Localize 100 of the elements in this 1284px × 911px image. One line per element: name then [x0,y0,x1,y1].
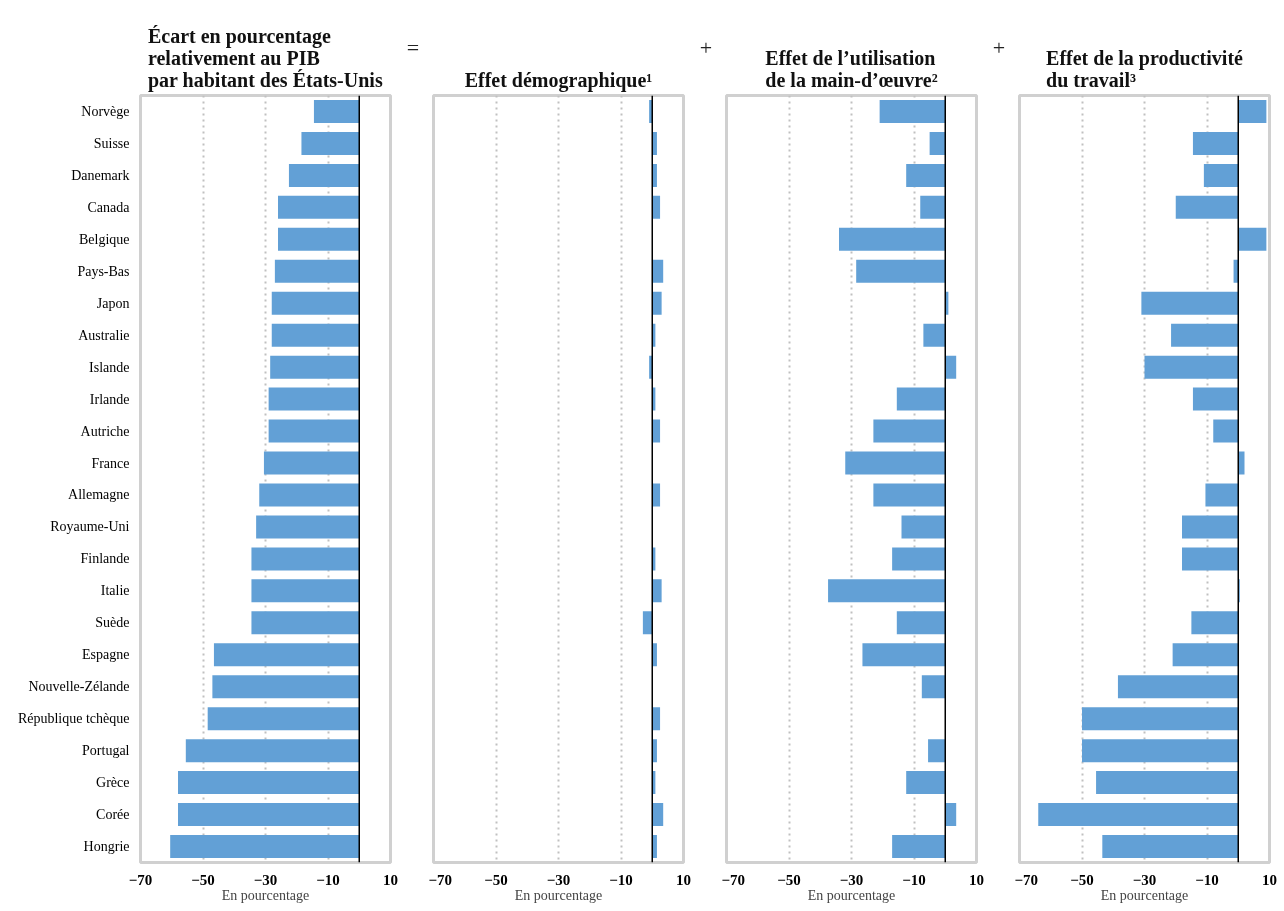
bar [945,355,957,379]
y-tick-label: Belgique [78,231,130,247]
x-tick-label: 10 [969,871,984,888]
y-tick-label: Allemagne [68,487,130,503]
y-tick-label: Canada [87,199,131,215]
bar [1192,131,1239,155]
x-tick-label: −30 [546,871,571,888]
chart-title: Effet de la productivité du travail³ [1046,46,1244,91]
bar [862,643,946,667]
y-tick-label: Grèce [96,775,130,791]
bar [642,611,653,635]
bar [873,419,946,443]
y-tick-label: Portugal [82,743,130,759]
x-tick-label: 10 [676,871,691,888]
x-tick-label: −70 [428,871,453,888]
x-tick-label: −10 [316,871,340,888]
bar [1038,803,1239,827]
bar [1117,675,1239,699]
bar [1203,163,1239,187]
x-tick-label: −70 [721,871,746,888]
x-tick-label: −10 [609,871,633,888]
bar [1191,611,1239,635]
bar [879,99,946,123]
bar [649,355,653,379]
bar [896,387,946,411]
bar [1205,483,1239,507]
y-tick-label: Suisse [93,135,130,151]
x-tick-label: −50 [484,871,508,888]
y-tick-label: Hongrie [83,839,130,855]
bar [1182,547,1239,571]
x-tick-label: −30 [1132,871,1157,888]
bar [923,323,946,347]
x-axis-title: En pourcentage [1100,887,1189,903]
text: + [992,34,1006,62]
bar [1144,355,1239,379]
bar [929,131,946,155]
bar [906,771,946,795]
x-tick-label: −70 [1014,871,1039,888]
bar [1082,739,1239,763]
bar [945,803,957,827]
y-tick-label: Suède [95,615,130,631]
bar [1192,387,1239,411]
chart-title: Écart en pourcentage relativement au PIB par habitant des États-Unis [147,24,383,92]
x-tick-label: −10 [902,871,926,888]
x-axis-title: En pourcentage [807,887,896,903]
bar [1172,643,1239,667]
bar [896,611,946,635]
bar [649,99,653,123]
chart-title: Effet de l’utilisation de la main-d’œuvre² [765,46,938,91]
y-tick-label: Norvège [81,103,130,119]
bar [856,259,946,283]
bar [839,227,946,251]
bar [873,483,946,507]
bar [928,739,946,763]
y-tick-label: Autriche [80,423,130,439]
bar [652,803,664,827]
y-tick-label: Islande [89,359,130,375]
bar [906,163,946,187]
x-tick-label: −30 [253,871,278,888]
bar [652,259,664,283]
y-tick-label: Irlande [89,391,130,407]
y-tick-label: Finlande [80,551,130,567]
bar [1096,771,1239,795]
text: + [699,34,713,62]
y-tick-label: Pays-Bas [77,263,130,279]
y-tick-label: Nouvelle-Zélande [28,679,130,695]
y-tick-label: France [91,455,130,471]
bar [652,579,662,603]
bar [845,451,946,475]
chart-title: Effet démographique¹ [464,68,653,92]
y-tick-label: Japon [96,295,130,311]
y-tick-label: République tchèque [17,711,130,727]
bar [1213,419,1239,443]
bar [1171,323,1239,347]
y-tick-label: Royaume-Uni [50,519,130,535]
y-tick-label: Danemark [71,167,130,183]
bar [921,675,946,699]
x-tick-label: −30 [839,871,864,888]
bar [892,835,946,859]
bar [1082,707,1239,731]
x-tick-label: 10 [383,871,398,888]
y-tick-label: Corée [96,807,130,823]
bar [1175,195,1239,219]
x-tick-label: −70 [128,871,153,888]
bar [892,547,946,571]
x-axis-title: En pourcentage [514,887,603,903]
bar [1102,835,1239,859]
y-tick-label: Australie [78,327,130,343]
x-axis-title: En pourcentage [221,887,310,903]
bar [1141,291,1239,315]
y-tick-label: Espagne [82,647,130,663]
bar [1182,515,1239,539]
x-tick-label: −50 [191,871,215,888]
bar [828,579,946,603]
x-tick-label: −50 [777,871,801,888]
x-tick-label: −10 [1195,871,1219,888]
bar [652,291,662,315]
bar [901,515,946,539]
x-tick-label: −50 [1070,871,1094,888]
x-tick-label: 10 [1262,871,1277,888]
